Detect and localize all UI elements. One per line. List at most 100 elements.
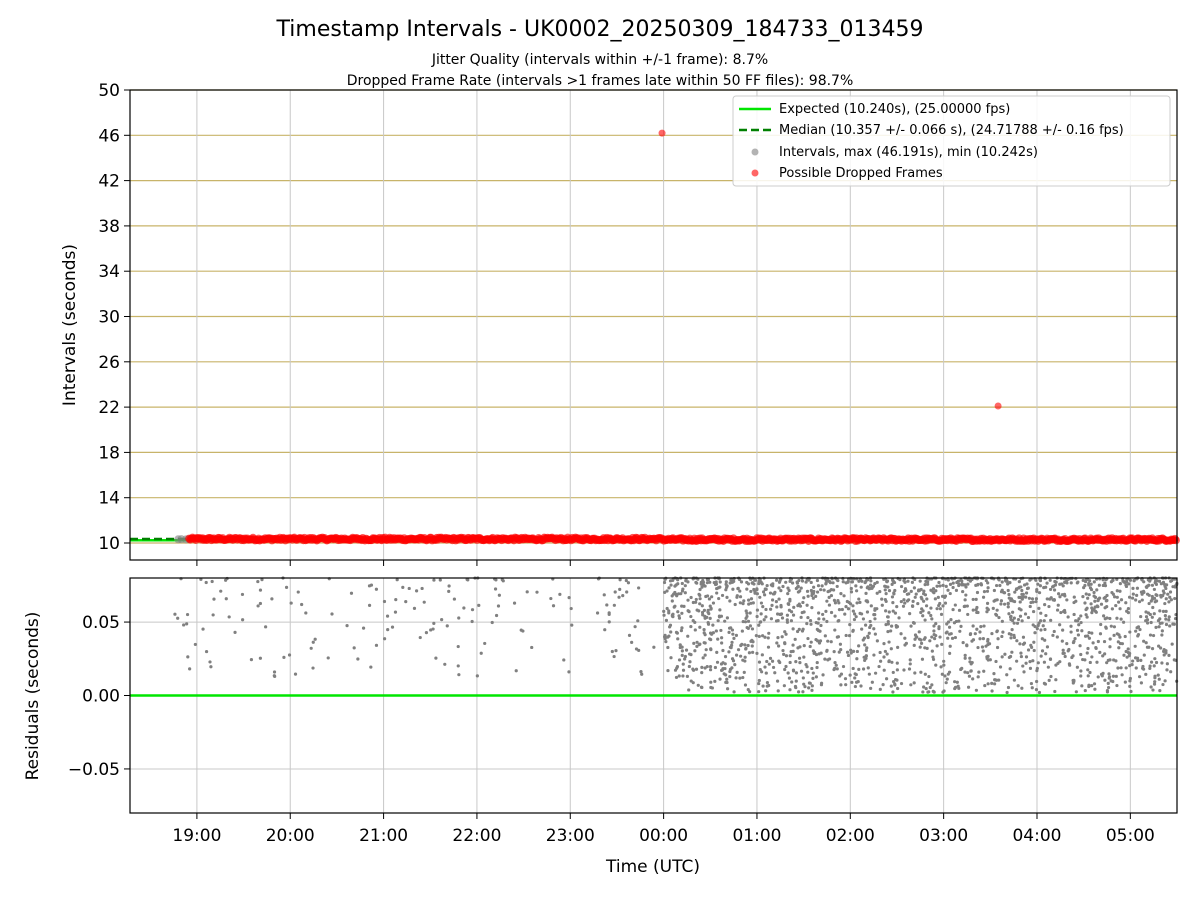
residual-point	[1168, 590, 1173, 594]
residual-point	[1069, 581, 1073, 585]
residual-point	[1117, 646, 1121, 650]
residual-point	[1119, 617, 1123, 621]
residual-point	[788, 599, 792, 603]
residual-point	[1049, 618, 1053, 622]
residual-point	[1002, 602, 1007, 606]
residual-point	[784, 580, 788, 584]
residual-point	[382, 599, 387, 604]
residual-point	[1046, 665, 1050, 669]
residual-point	[677, 674, 681, 678]
residual-point	[1152, 664, 1156, 668]
residual-point	[774, 600, 778, 604]
residual-point	[887, 640, 891, 644]
residual-point	[751, 601, 755, 605]
residual-point	[860, 579, 864, 583]
residual-point	[926, 582, 930, 586]
residual-point	[683, 654, 688, 659]
residual-point	[837, 608, 842, 612]
residual-point	[1069, 624, 1073, 628]
residual-point	[1121, 579, 1125, 583]
residual-point	[970, 577, 974, 582]
residual-point	[714, 629, 718, 633]
residual-point	[953, 686, 957, 691]
residual-point	[842, 594, 846, 598]
residual-point	[1075, 581, 1079, 585]
residual-point	[558, 592, 562, 596]
residual-point	[720, 593, 725, 598]
residual-point	[682, 604, 686, 608]
residual-point	[680, 649, 684, 653]
residual-point	[898, 578, 902, 582]
residual-point	[1115, 632, 1119, 636]
residual-point	[815, 665, 819, 670]
residual-point	[1108, 616, 1112, 621]
residual-point	[1150, 615, 1154, 619]
residual-point	[804, 662, 808, 667]
residual-point	[789, 619, 794, 623]
residual-point	[875, 591, 879, 595]
residual-point	[727, 630, 731, 634]
residual-point	[494, 578, 498, 582]
residual-point	[714, 582, 719, 586]
residual-point	[868, 619, 872, 624]
intervals-y-tick-label: 14	[98, 489, 120, 509]
intervals-y-tick-label: 42	[98, 172, 120, 192]
residual-point	[621, 594, 625, 598]
residual-point	[330, 612, 334, 616]
residual-point	[551, 604, 556, 608]
residual-point	[978, 630, 982, 634]
residual-point	[800, 610, 804, 615]
residual-point	[776, 689, 780, 693]
residual-point	[1065, 577, 1070, 582]
residual-point	[855, 589, 859, 593]
residual-point	[718, 677, 722, 681]
residual-point	[976, 675, 980, 679]
residual-point	[971, 677, 975, 681]
residual-point	[927, 674, 931, 679]
residual-point	[929, 613, 933, 618]
residual-point	[519, 628, 523, 632]
residual-point	[745, 611, 749, 615]
residual-point	[938, 601, 942, 606]
residual-point	[185, 622, 189, 626]
residual-point	[677, 616, 682, 620]
residual-point	[767, 631, 771, 635]
residual-point	[1111, 578, 1115, 582]
residual-point	[977, 670, 981, 674]
residual-point	[1166, 592, 1170, 596]
residual-point	[765, 659, 769, 664]
residual-point	[1164, 617, 1168, 621]
residual-point	[1003, 652, 1007, 656]
residual-point	[686, 634, 690, 638]
residual-point	[567, 596, 571, 600]
residual-point	[525, 590, 529, 594]
residual-point	[850, 580, 855, 584]
residual-point	[845, 599, 849, 604]
residual-point	[1096, 605, 1100, 609]
residual-point	[768, 656, 773, 660]
residual-point	[1032, 640, 1036, 644]
residual-point	[1045, 597, 1049, 601]
residual-point	[853, 684, 857, 689]
residual-point	[884, 592, 888, 596]
residual-point	[1157, 625, 1161, 629]
residual-point	[1154, 660, 1159, 665]
residual-point	[685, 674, 690, 678]
residual-point	[1007, 596, 1011, 600]
residual-point	[718, 585, 722, 589]
residual-point	[893, 677, 898, 682]
residual-point	[1009, 632, 1013, 637]
residual-point	[383, 637, 387, 641]
residual-point	[1144, 610, 1148, 614]
residual-point	[1089, 587, 1094, 592]
residual-point	[256, 604, 260, 608]
residual-point	[1024, 661, 1028, 665]
residual-point	[1115, 589, 1119, 593]
residual-point	[1162, 582, 1166, 586]
residual-point	[861, 638, 865, 642]
residual-point	[681, 662, 685, 666]
residual-point	[676, 637, 680, 641]
residual-point	[1031, 659, 1035, 663]
residual-point	[872, 613, 876, 617]
residual-point	[882, 642, 886, 646]
